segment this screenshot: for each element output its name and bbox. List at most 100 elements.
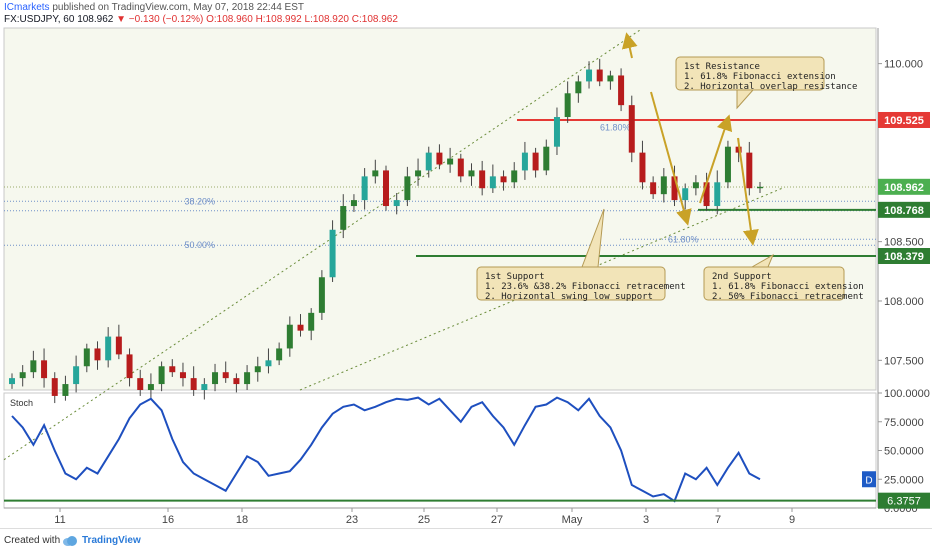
candle — [393, 192, 400, 215]
candle — [404, 166, 411, 207]
symbol-label[interactable]: FX:USDJPY, 60 — [4, 14, 75, 25]
price-chart[interactable]: 110.000109.500109.000108.500108.000107.5… — [0, 0, 932, 528]
candle-body — [297, 324, 304, 331]
candle-body — [692, 182, 699, 189]
candle — [83, 343, 90, 373]
candle-body — [212, 372, 219, 385]
candle — [682, 183, 689, 210]
candle — [212, 363, 219, 392]
callout-box — [476, 266, 666, 301]
candle — [372, 159, 379, 184]
fib-label: 50.00% — [184, 240, 215, 250]
candle-body — [19, 372, 26, 379]
candle — [297, 314, 304, 337]
candle-body — [169, 366, 176, 373]
candle — [115, 324, 122, 360]
candle-body — [233, 378, 240, 385]
candle — [425, 146, 432, 178]
callout-text: 1st Support — [485, 272, 545, 282]
candle-body — [254, 366, 261, 373]
candle — [30, 350, 37, 379]
tradingview-brand[interactable]: TradingView — [82, 535, 141, 546]
callout-pointer — [736, 89, 754, 110]
time-tick-label: 11 — [54, 514, 65, 526]
candle-body — [105, 336, 112, 361]
candle — [105, 327, 112, 368]
time-tick-label: 16 — [162, 514, 174, 526]
candle-body — [746, 152, 753, 189]
candle-body — [361, 176, 368, 201]
candle — [51, 372, 58, 404]
candle-body — [457, 158, 464, 177]
candle — [222, 361, 229, 383]
candle — [19, 365, 26, 387]
candle-body — [383, 170, 389, 207]
candle-body — [265, 360, 272, 367]
candle — [169, 359, 176, 377]
time-tick-label: 7 — [715, 514, 721, 526]
stoch-badge-label: 6.3757 — [887, 496, 921, 508]
candle — [650, 176, 657, 199]
candle — [757, 182, 763, 193]
stoch-d-label: D — [865, 475, 872, 486]
broker-link[interactable]: ICmarkets — [4, 2, 50, 13]
candle-body — [714, 182, 721, 207]
callout-text: 1. 23.6% &38.2% Fibonacci retracement — [485, 282, 685, 292]
candle — [94, 341, 101, 370]
time-tick-label: 18 — [236, 514, 248, 526]
callout-text: 1. 61.8% Fibonacci extension — [712, 282, 864, 292]
candle — [361, 168, 368, 210]
stoch-tick-label: 25.0000 — [884, 474, 924, 486]
price-badge-label: 108.962 — [884, 182, 924, 194]
candle-body — [372, 170, 379, 177]
stoch-tick-label: 50.0000 — [884, 446, 924, 458]
candle-body — [586, 69, 593, 82]
candle-body — [543, 146, 550, 171]
callout-box — [703, 266, 845, 301]
candle-body — [575, 81, 582, 94]
candle-body — [190, 378, 197, 390]
stoch-tick-label: 100.0000 — [884, 388, 930, 400]
candle-body — [350, 200, 357, 207]
candle-body — [468, 170, 475, 177]
candle-body — [126, 354, 133, 379]
stoch-d-badge — [862, 471, 876, 488]
candle-body — [436, 152, 443, 165]
candle-body — [757, 186, 763, 189]
candle — [158, 361, 165, 392]
price-badge-label: 108.768 — [884, 205, 924, 217]
candle-body — [618, 75, 625, 106]
fib-label: 61.80% — [668, 234, 699, 244]
candle-body — [415, 170, 422, 177]
candle-body — [9, 378, 15, 385]
candle-body — [308, 312, 315, 331]
candle-body — [703, 182, 710, 207]
candle-body — [393, 200, 400, 207]
candle-body — [447, 158, 454, 165]
candle — [350, 194, 357, 212]
stoch-line — [11, 396, 761, 503]
candle — [201, 378, 208, 400]
last-price: 108.962 — [77, 14, 114, 25]
candle — [265, 348, 272, 374]
time-tick-label: 3 — [643, 514, 649, 526]
candle-body — [340, 206, 347, 230]
candle — [607, 70, 614, 90]
candle-body — [660, 176, 667, 195]
candle — [254, 356, 261, 382]
candle — [639, 140, 646, 190]
created-with-text: Created with — [4, 535, 61, 546]
callout-box — [675, 56, 825, 91]
candle — [746, 141, 753, 196]
candle-body — [94, 348, 101, 361]
candle-body — [329, 229, 336, 278]
price-tick-label: 108.000 — [884, 296, 924, 308]
symbol-info: FX:USDJPY, 60 108.962 ▼ −0.130 (−0.12%) … — [4, 14, 398, 25]
time-tick-label: 23 — [346, 514, 358, 526]
callout-pointer — [751, 253, 775, 268]
candle-body — [276, 348, 283, 361]
price-badge-label: 108.379 — [884, 251, 924, 263]
price-badge — [878, 111, 930, 128]
